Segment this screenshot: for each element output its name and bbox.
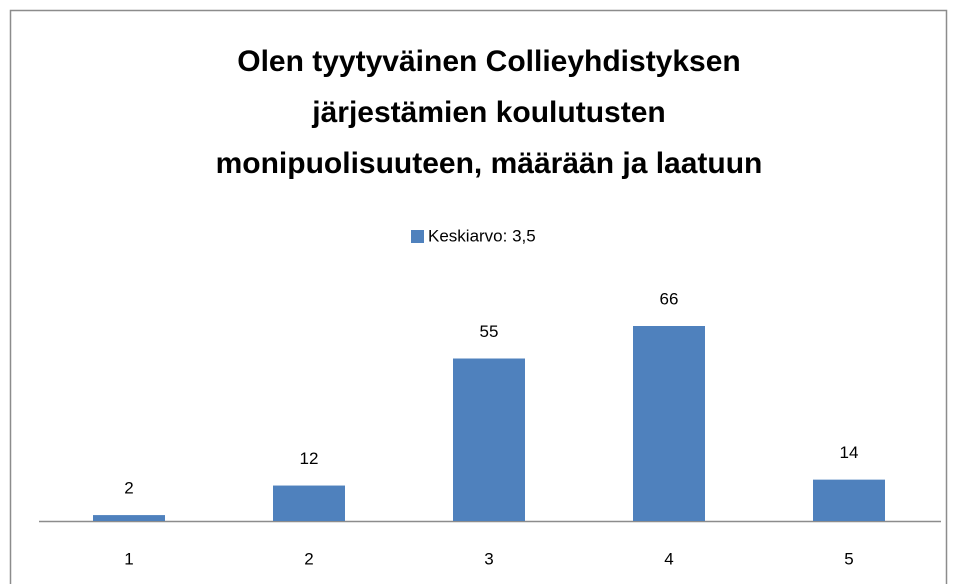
bar <box>813 479 885 521</box>
legend-label: Keskiarvo: 3,5 <box>428 226 536 245</box>
x-tick-label: 2 <box>304 549 313 568</box>
bar <box>453 358 525 521</box>
bar <box>633 326 705 521</box>
bar <box>273 485 345 521</box>
data-label: 2 <box>124 479 133 498</box>
data-label: 55 <box>480 322 499 341</box>
chart-title: järjestämien koulutusten <box>311 96 665 129</box>
x-tick-label: 5 <box>844 549 853 568</box>
bar <box>93 515 165 521</box>
x-tick-label: 4 <box>664 549 673 568</box>
data-label: 66 <box>660 289 679 308</box>
x-tick-label: 3 <box>484 549 493 568</box>
x-tick-label: 1 <box>124 549 133 568</box>
chart-title: Olen tyytyväinen Collieyhdistyksen <box>237 45 741 78</box>
chart-title: monipuolisuuteen, määrään ja laatuun <box>216 147 763 180</box>
data-label: 14 <box>840 443 859 462</box>
legend-swatch <box>411 230 424 243</box>
data-label: 12 <box>300 449 319 468</box>
